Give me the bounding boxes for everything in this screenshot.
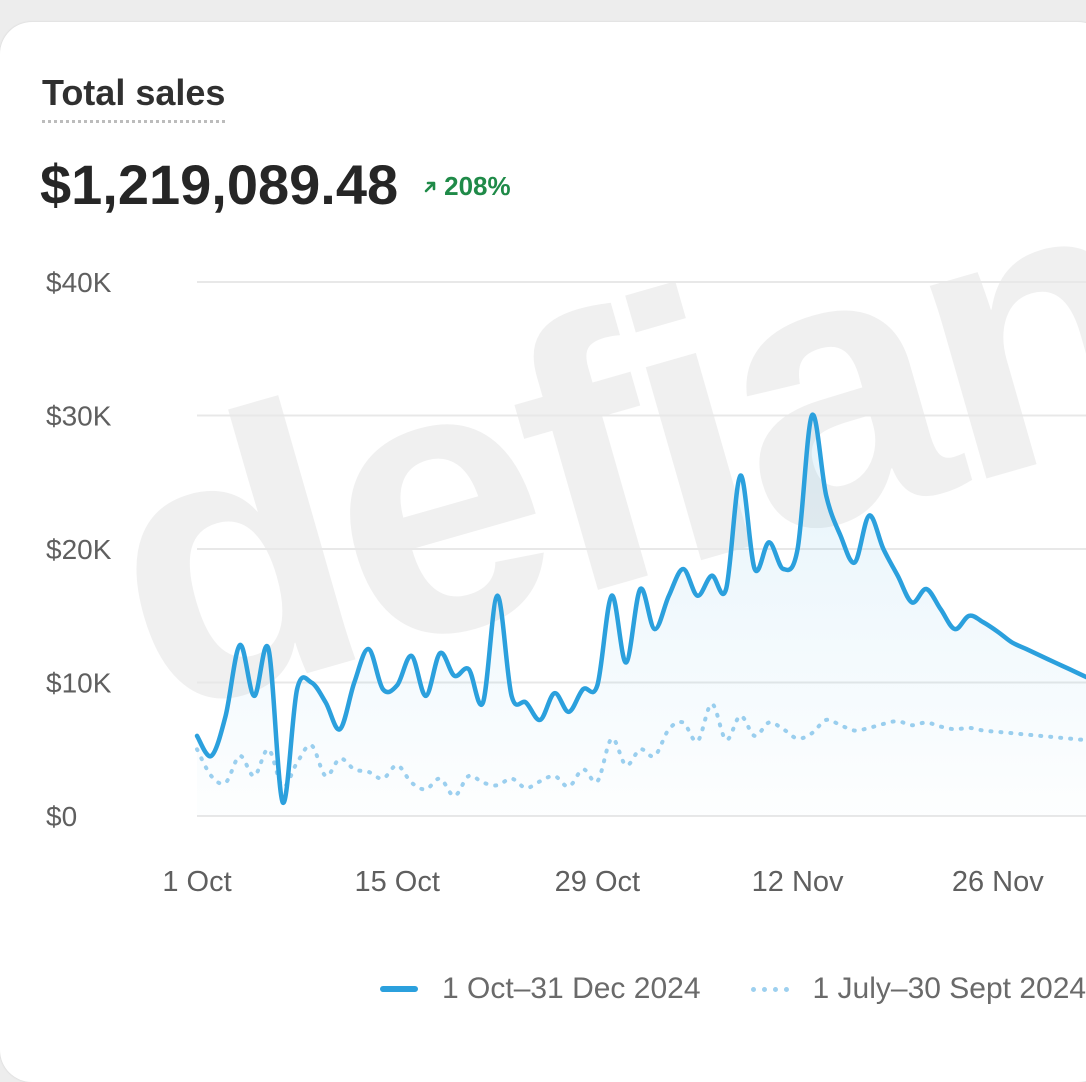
y-tick-label: $30K — [46, 401, 112, 432]
card-title[interactable]: Total sales — [42, 72, 226, 123]
chart-legend: 1 Oct–31 Dec 2024 1 July–30 Sept 2024 — [380, 972, 1086, 1006]
sales-line-chart: $0 $10K $20K $30K $40K 1 Oct 15 Oct 29 Oct 12 N… — [46, 267, 1086, 898]
legend-dotted-line-icon — [750, 986, 789, 992]
legend-item-previous[interactable]: 1 July–30 Sept 2024 — [750, 972, 1086, 1006]
y-tick-label: $20K — [46, 534, 112, 565]
x-axis-labels: 1 Oct 15 Oct 29 Oct 12 Nov 26 Nov — [162, 866, 1044, 898]
legend-solid-line-icon — [380, 986, 418, 992]
series-lines — [194, 412, 1086, 816]
total-sales-value: $1,219,089.48 — [40, 153, 399, 216]
total-sales-card — [0, 22, 1086, 1082]
y-tick-label: $10K — [46, 668, 112, 699]
change-badge: 208% — [422, 171, 511, 202]
x-tick-label: 12 Nov — [752, 866, 844, 898]
y-axis-labels: $0 $10K $20K $30K $40K — [46, 267, 112, 832]
x-tick-label: 26 Nov — [952, 866, 1044, 898]
y-tick-label: $0 — [46, 801, 77, 832]
arrow-up-right-icon — [424, 181, 436, 192]
x-tick-label: 29 Oct — [555, 866, 640, 898]
change-percent: 208% — [444, 171, 511, 201]
legend-label-previous: 1 July–30 Sept 2024 — [812, 972, 1086, 1005]
x-tick-label: 15 Oct — [354, 866, 439, 898]
total-row: $1,219,089.48 208% — [40, 152, 511, 217]
legend-label-current: 1 Oct–31 Dec 2024 — [442, 972, 701, 1005]
series-area-fill — [197, 415, 1086, 816]
y-tick-label: $40K — [46, 267, 112, 298]
legend-item-current[interactable]: 1 Oct–31 Dec 2024 — [380, 972, 701, 1006]
series-line-current — [194, 412, 1086, 805]
x-tick-label: 1 Oct — [162, 866, 231, 898]
